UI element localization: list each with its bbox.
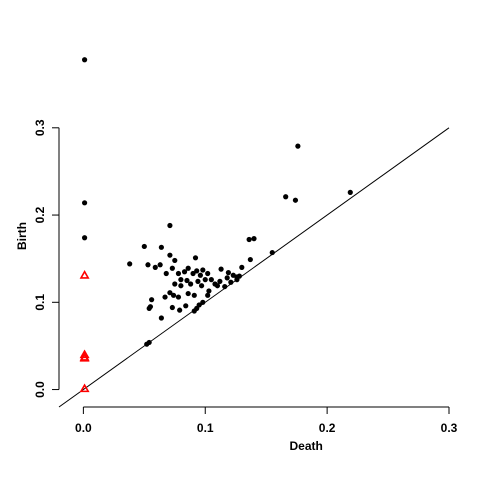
data-point: [218, 266, 224, 272]
data-point: [292, 197, 299, 203]
data-point: [172, 281, 178, 287]
diagonal-line: [58, 127, 450, 408]
data-point: [81, 235, 88, 241]
data-point: [194, 268, 200, 274]
data-point: [194, 305, 200, 312]
data-point: [214, 283, 221, 289]
data-points: [79, 57, 353, 393]
data-point: [185, 265, 191, 271]
diagonal-reference: [58, 127, 450, 408]
data-point: [197, 272, 203, 278]
data-point: [177, 307, 183, 313]
data-point: [234, 277, 240, 283]
data-point: [141, 243, 147, 250]
data-point: [170, 292, 177, 298]
data-point: [152, 264, 158, 270]
data-point: [145, 262, 151, 268]
axes: 0.0 0.1 0.2 0.3 0.0 0.1 0.2 0.3: [33, 119, 458, 435]
data-point: [178, 277, 184, 283]
data-point: [217, 278, 223, 284]
data-point: [246, 236, 252, 243]
data-point: [269, 249, 275, 256]
data-point: [188, 281, 194, 287]
data-point: [224, 275, 230, 281]
data-point: [127, 261, 133, 267]
data-point: [81, 57, 88, 63]
x-axis-label: Death: [290, 439, 323, 453]
data-point: [178, 283, 184, 289]
data-point: [239, 264, 245, 270]
data-point: [184, 277, 190, 284]
data-point: [190, 270, 196, 277]
x-tick-label: 0.0: [75, 421, 92, 435]
y-axis-label: Birth: [15, 222, 29, 250]
data-point: [205, 270, 211, 277]
data-point: [206, 288, 212, 294]
x-tick-label: 0.3: [441, 421, 458, 435]
data-point-triangle: [79, 352, 90, 362]
data-point: [167, 252, 173, 258]
data-point: [198, 283, 205, 289]
data-point: [200, 299, 206, 305]
data-point: [295, 143, 301, 149]
data-point: [228, 279, 234, 285]
data-point: [149, 297, 155, 303]
data-point: [163, 270, 169, 277]
data-point: [162, 294, 168, 300]
data-point-triangle: [79, 349, 90, 359]
data-point: [200, 267, 206, 273]
x-tick-label: 0.1: [197, 421, 214, 435]
data-point: [172, 257, 178, 264]
data-point: [183, 303, 189, 309]
data-point: [175, 294, 182, 300]
data-point: [146, 305, 152, 312]
data-point: [175, 270, 182, 277]
data-point: [225, 270, 232, 276]
x-ticks: 0.0 0.1 0.2 0.3: [75, 407, 458, 435]
data-point: [205, 292, 211, 298]
data-point: [167, 222, 173, 229]
series-filled-circles: [81, 57, 353, 347]
data-point: [158, 315, 164, 321]
data-point: [222, 283, 228, 290]
y-tick-label: 0.1: [33, 294, 47, 311]
y-tick-label: 0.0: [33, 381, 47, 398]
data-point: [195, 278, 201, 284]
data-point-triangle: [79, 270, 90, 279]
data-point: [247, 256, 253, 263]
data-point: [192, 255, 199, 261]
data-point: [185, 290, 191, 297]
y-ticks: 0.0 0.1 0.2 0.3: [33, 119, 59, 398]
data-point: [202, 277, 208, 283]
x-tick-label: 0.2: [319, 421, 336, 435]
data-point: [81, 200, 88, 206]
data-point: [167, 290, 173, 296]
data-point: [283, 194, 289, 200]
data-point: [347, 189, 353, 195]
data-point: [158, 244, 164, 250]
data-point: [181, 269, 188, 275]
data-point: [169, 304, 175, 311]
data-point: [144, 341, 150, 347]
data-point: [157, 262, 163, 268]
data-point: [191, 292, 197, 298]
series-open-triangles: [79, 270, 90, 393]
data-point: [208, 277, 214, 283]
y-tick-label: 0.3: [33, 119, 47, 136]
data-point: [251, 236, 257, 242]
data-point-triangle: [79, 383, 90, 393]
data-point: [169, 265, 175, 271]
y-tick-label: 0.2: [33, 206, 47, 223]
